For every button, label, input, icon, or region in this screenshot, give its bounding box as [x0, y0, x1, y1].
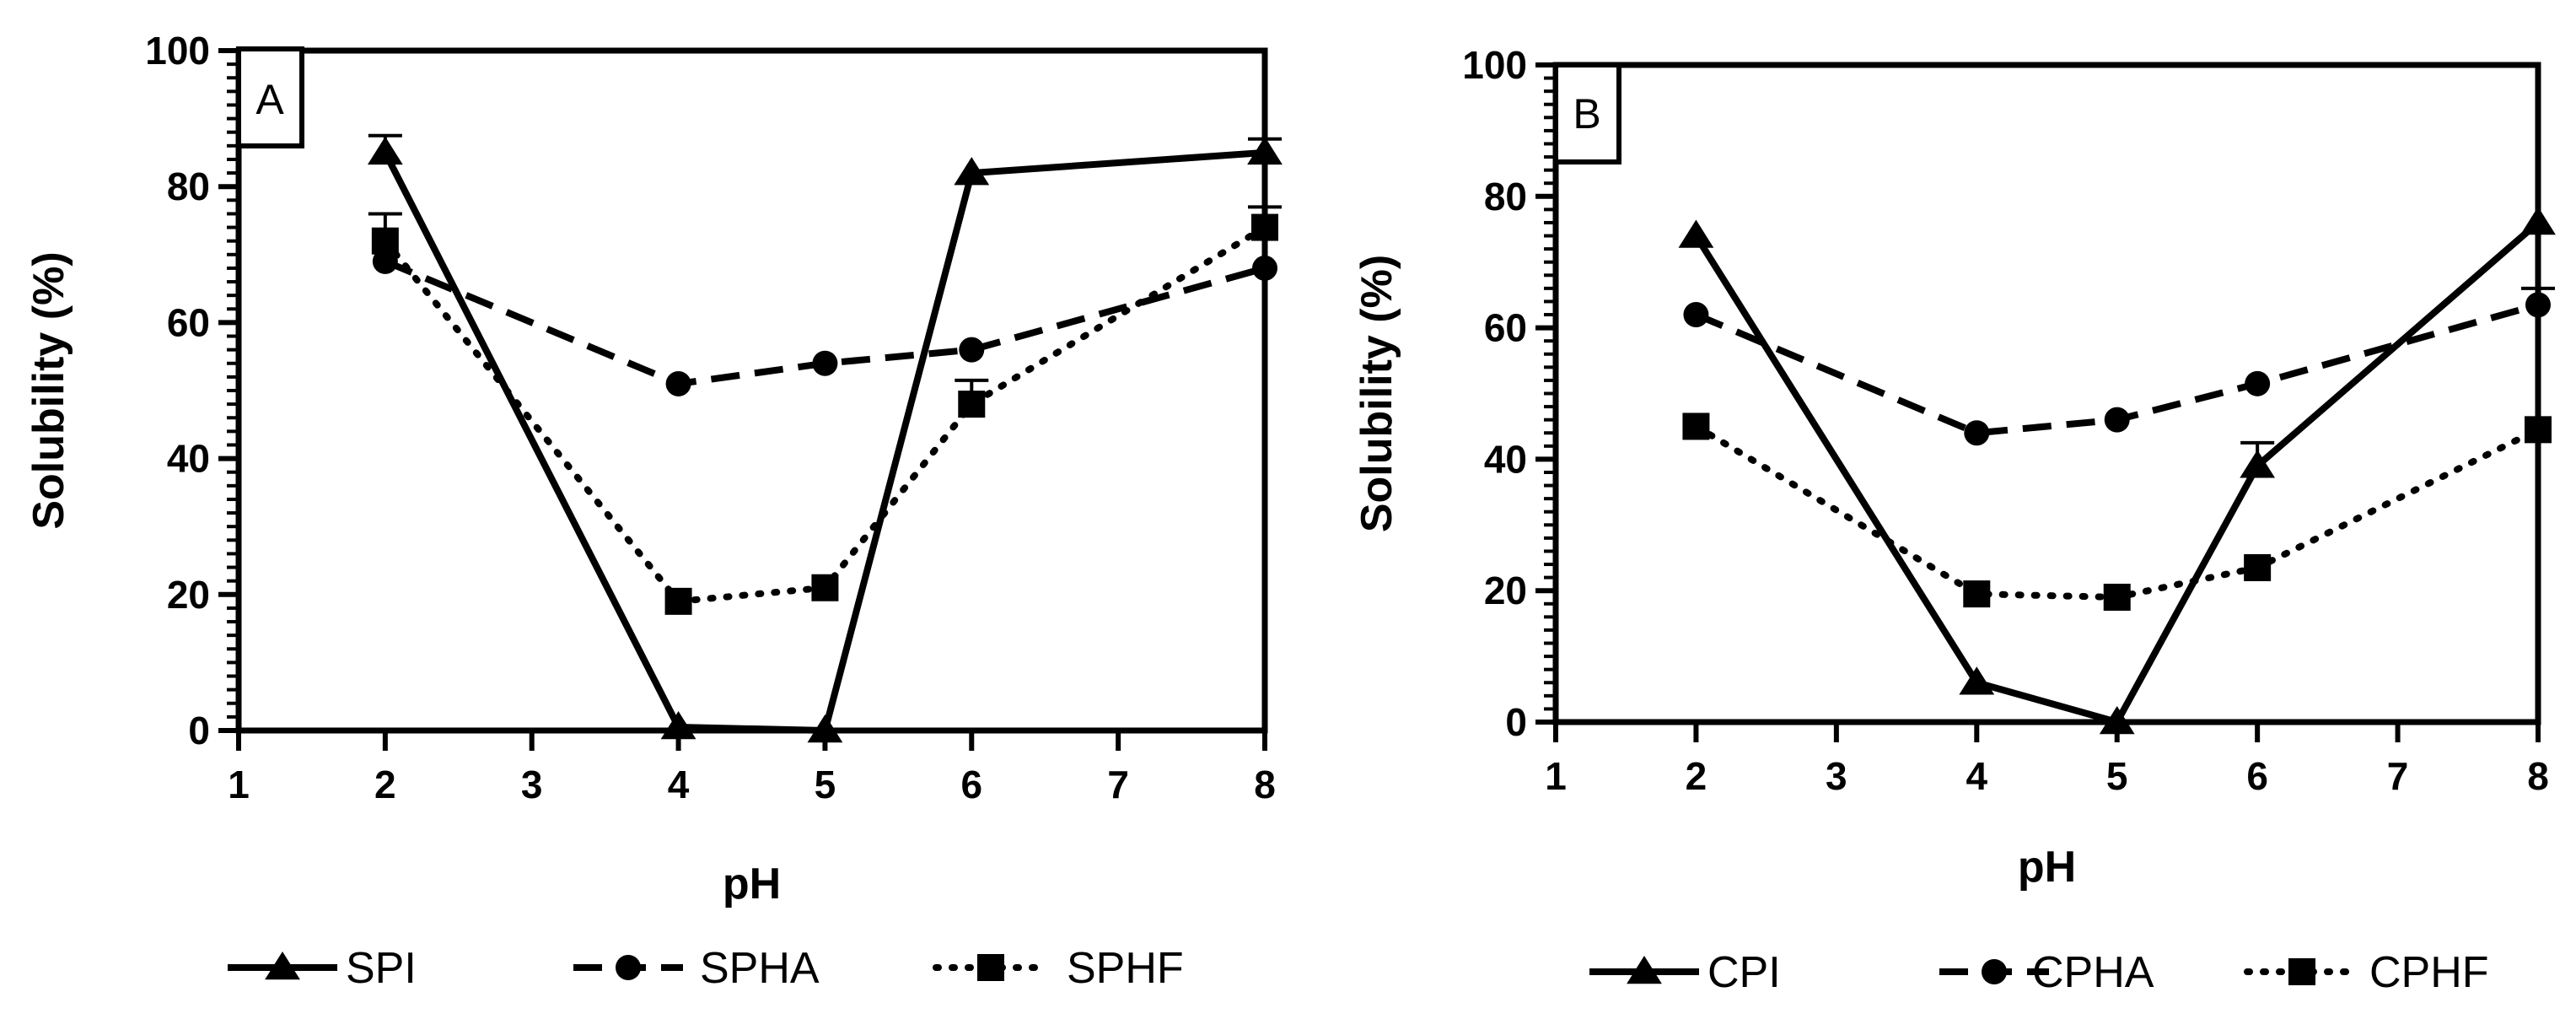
panel-label: A [255, 76, 284, 123]
panel-label: B [1573, 90, 1600, 137]
data-point-spi [367, 136, 403, 165]
y-tick-label: 80 [1484, 175, 1527, 218]
legend-entry-sphf: SPHF [933, 944, 1184, 993]
data-point-cphf [1682, 412, 1710, 440]
data-point-sphf [1251, 213, 1278, 241]
data-point-sphf [664, 587, 692, 615]
data-point-spi [1247, 136, 1283, 165]
data-point-cphf [2525, 416, 2552, 444]
legend-label: SPI [346, 944, 417, 993]
series-line-cphf [1692, 423, 2541, 601]
chart-b: 0 20 40 60 80 100 1 2 3 4 5 6 7 8 BpH Solubility (%) CPI… [1353, 43, 2556, 997]
series-sphf [368, 205, 1282, 615]
y-tick-label: 60 [1484, 306, 1527, 350]
legend-marker [1982, 959, 2007, 984]
data-point-spha [959, 337, 985, 363]
legend-marker [1627, 956, 1662, 984]
y-tick-label: 20 [1484, 569, 1527, 612]
series-cphf [1682, 412, 2552, 611]
data-point-spha [372, 248, 398, 274]
y-tick-label: 0 [1505, 700, 1527, 744]
y-tick-label: 0 [188, 709, 210, 752]
data-point-cpi [1678, 219, 1714, 248]
data-point-cpha [2104, 407, 2130, 433]
series-cpi [1678, 206, 2556, 735]
data-point-cphf [2244, 553, 2272, 581]
data-point-cpha [1964, 420, 1990, 446]
y-tick-label: 40 [1484, 437, 1527, 481]
data-point-cpha [2245, 370, 2271, 396]
data-point-spi [954, 157, 990, 186]
x-tick-label: 2 [1686, 754, 1707, 798]
data-point-spi [807, 714, 843, 743]
legend-label: CPHA [2032, 948, 2154, 997]
data-point-sphf [371, 227, 399, 255]
x-tick-label: 6 [960, 763, 982, 806]
data-point-spha [812, 350, 838, 376]
legend-marker [2288, 958, 2315, 985]
x-tick-label: 4 [1966, 754, 1987, 798]
data-point-spi [660, 710, 696, 740]
x-tick-label: 7 [1107, 763, 1129, 806]
x-tick-label: 8 [1254, 763, 1276, 806]
legend-entry-cpi: CPI [1589, 948, 1781, 997]
data-point-sphf [811, 574, 839, 601]
data-point-cpi [1959, 666, 1995, 695]
x-tick-label: 1 [1545, 754, 1567, 798]
data-point-cpi [2240, 450, 2276, 478]
series-cpha [1683, 286, 2555, 446]
y-tick-label: 100 [1462, 43, 1527, 87]
legend-entry-cphf: CPHF [2244, 948, 2489, 997]
chart-a: 0 20 40 60 80 100 1 2 3 4 5 6 7 8 ApH Solubility (%) SPI… [24, 29, 1283, 993]
x-axis-title: pH [2018, 843, 2076, 892]
x-tick-label: 2 [374, 763, 396, 806]
panel-label-box [236, 46, 304, 148]
legend-label: SPHF [1067, 944, 1184, 993]
legend-marker [265, 952, 300, 980]
data-point-spha [1252, 255, 1277, 281]
x-tick-label: 3 [521, 763, 543, 806]
data-point-spha [665, 370, 691, 396]
data-point-cphf [2103, 583, 2131, 611]
y-axis-title: Solubility (%) [1353, 255, 1401, 532]
data-point-sphf [958, 391, 986, 418]
y-tick-label: 80 [167, 164, 210, 208]
legend-marker [616, 955, 641, 980]
panel-label-box [1553, 62, 1621, 164]
legend-label: CPHF [2369, 948, 2489, 997]
plot-frame [1552, 62, 2541, 725]
y-tick-label: 40 [167, 437, 210, 481]
y-axis-title: Solubility (%) [24, 251, 73, 529]
x-tick-label: 5 [2106, 754, 2128, 798]
x-tick-label: 7 [2387, 754, 2409, 798]
data-point-cpha [1683, 302, 1709, 328]
x-tick-label: 3 [1826, 754, 1847, 798]
x-tick-label: 8 [2527, 754, 2549, 798]
y-tick-label: 60 [167, 300, 210, 344]
data-point-cpi [2099, 706, 2135, 735]
series-line-spi [382, 148, 1266, 734]
series-line-cpi [1693, 219, 2541, 725]
legend-entry-spha: SPHA [573, 944, 820, 993]
x-tick-label: 5 [815, 763, 836, 806]
legend-label: SPHA [700, 944, 820, 993]
legend-label: CPI [1707, 948, 1781, 997]
y-tick-label: 100 [145, 29, 210, 73]
legend-entry-cpha: CPHA [1939, 948, 2154, 997]
x-tick-label: 6 [2246, 754, 2268, 798]
x-tick-label: 4 [668, 763, 690, 806]
series-spi [367, 133, 1283, 743]
data-point-cpi [2520, 206, 2556, 235]
data-point-cphf [1963, 580, 1991, 608]
legend-marker [977, 954, 1004, 981]
data-point-cpha [2525, 292, 2551, 318]
x-tick-label: 1 [228, 763, 250, 806]
legend-entry-spi: SPI [228, 944, 417, 993]
x-axis-title: pH [723, 860, 781, 908]
series-spha [372, 248, 1277, 396]
y-tick-label: 20 [167, 573, 210, 617]
